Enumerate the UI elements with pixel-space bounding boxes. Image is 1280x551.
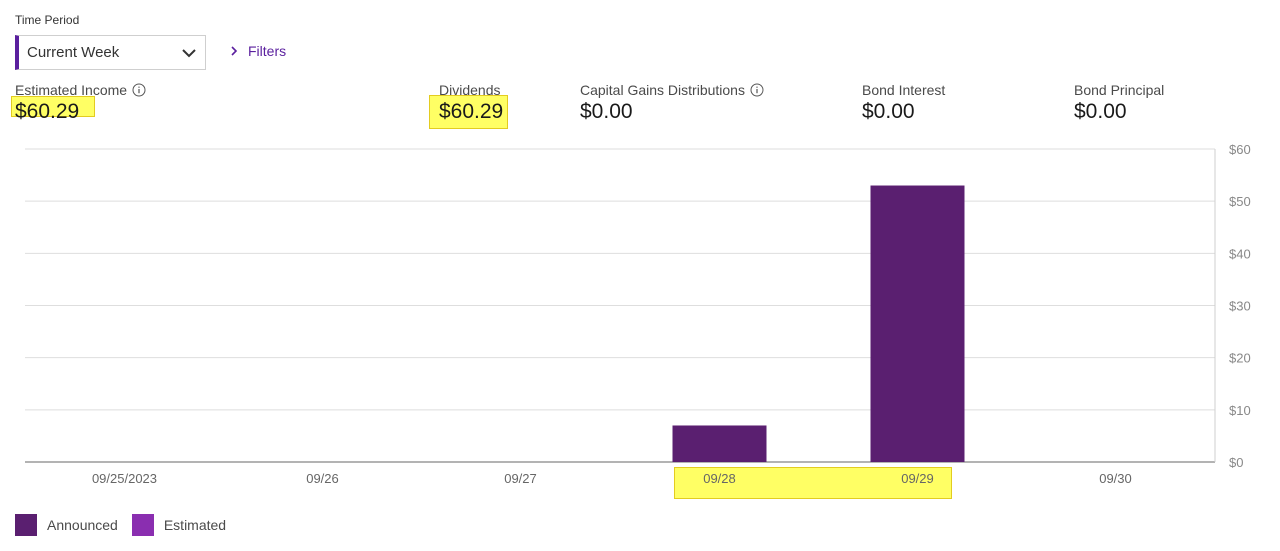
metric-label: Bond Principal [1074,82,1165,98]
chevron-down-icon [182,49,196,58]
y-tick-label: $40 [1229,246,1251,261]
chevron-right-icon [231,46,238,56]
info-icon[interactable] [750,83,764,97]
legend-label: Announced [47,517,118,533]
time-period-label: Time Period [15,13,80,27]
metric-bond-principal: Bond Principal $0.00 [1074,82,1164,124]
y-tick-label: $0 [1229,455,1243,470]
x-tick-label: 09/25/2023 [92,471,157,486]
legend-item-announced[interactable]: Announced [15,514,118,536]
chart-legend: Announced Estimated [15,514,240,536]
bar-announced-09-29 [870,185,965,462]
highlight-dates [674,467,952,499]
legend-swatch-estimated [131,514,154,536]
y-tick-label: $30 [1229,299,1251,314]
y-tick-label: $50 [1229,194,1251,209]
time-period-dropdown[interactable]: Current Week [15,35,206,70]
metric-label: Bond Interest [862,82,946,98]
bar-announced-09-28 [672,425,767,462]
metric-label: Capital Gains Distributions [580,82,745,98]
legend-swatch-announced [15,514,37,536]
x-tick-label: 09/29 [901,471,934,486]
metric-capital-gains: Capital Gains Distributions $0.00 [580,82,764,124]
filters-toggle[interactable]: Filters [229,43,286,59]
highlight-dividends [429,95,508,129]
metric-bond-interest: Bond Interest $0.00 [862,82,945,124]
y-tick-label: $10 [1229,403,1251,418]
x-tick-label: 09/27 [504,471,537,486]
legend-label: Estimated [163,517,227,533]
metric-value: $0.00 [1074,100,1127,123]
legend-item-estimated[interactable]: Estimated [131,514,227,536]
metric-estimated-income: Estimated Income $60.29 [15,82,146,124]
filters-label: Filters [248,43,287,59]
metric-label: Estimated Income [15,82,128,98]
metric-dividends: Dividends $60.29 [439,82,503,124]
metric-value: $0.00 [862,100,915,123]
highlight-estimated-income [11,96,95,117]
x-tick-label: 09/30 [1099,471,1132,486]
metric-value: $60.29 [15,100,80,123]
metric-label: Dividends [439,82,501,98]
metric-value: $0.00 [580,100,633,123]
time-period-value: Current Week [27,44,120,61]
metric-value: $60.29 [439,100,504,123]
info-icon[interactable] [132,83,146,97]
x-tick-label: 09/28 [703,471,736,486]
y-tick-label: $20 [1229,351,1251,366]
x-tick-label: 09/26 [306,471,339,486]
y-tick-label: $60 [1229,142,1251,157]
